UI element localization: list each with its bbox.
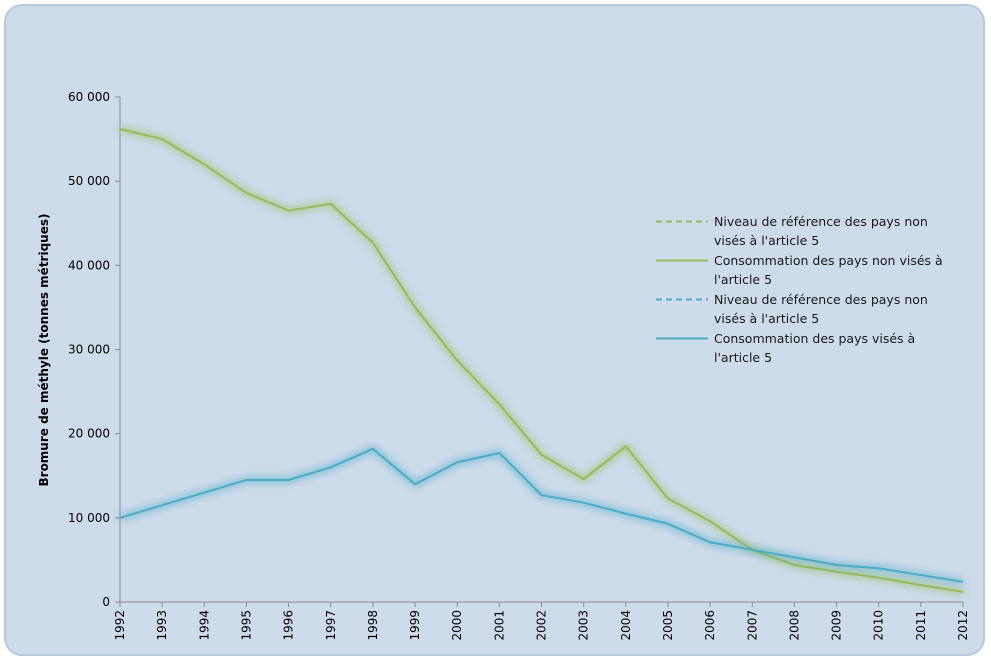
x-tick-label: 2000: [450, 610, 464, 641]
legend-item: Consommation des pays non visés à l'arti…: [652, 251, 952, 289]
x-tick-label: 2009: [830, 610, 844, 641]
legend-item: Niveau de référence des pays non visés à…: [652, 212, 952, 250]
y-tick-label: 10 000: [68, 511, 110, 525]
x-tick-label: 1996: [282, 610, 296, 641]
x-tick-label: 1998: [366, 610, 380, 641]
y-tick-label: 30 000: [68, 343, 110, 357]
x-tick-label: 2005: [661, 610, 675, 641]
legend: Niveau de référence des pays non visés à…: [652, 212, 952, 368]
x-tick-label: 1993: [155, 610, 169, 641]
x-tick-label: 1997: [324, 610, 338, 641]
x-tick-label: 2003: [577, 610, 591, 641]
x-tick-label: 1999: [408, 610, 422, 641]
legend-swatch: [656, 220, 708, 223]
x-tick-label: 1995: [239, 610, 253, 641]
y-axis-label: Bromure de méthyle (tonnes métriques): [37, 214, 51, 487]
y-tick-label: 50 000: [68, 174, 110, 188]
x-tick-label: 2012: [956, 610, 970, 641]
x-tick-label: 2008: [787, 610, 801, 641]
legend-swatch: [656, 337, 708, 340]
x-tick-label: 2007: [745, 610, 759, 641]
x-tick-label: 2002: [535, 610, 549, 641]
x-tick-label: 2004: [619, 610, 633, 641]
legend-label: Niveau de référence des pays non visés à…: [714, 214, 928, 248]
legend-label: Consommation des pays visés à l'article …: [714, 331, 916, 365]
legend-swatch: [656, 298, 708, 301]
x-tick-label: 1992: [113, 610, 127, 641]
chart-panel: [4, 4, 985, 656]
y-tick-label: 60 000: [68, 90, 110, 104]
legend-label: Niveau de référence des pays non visés à…: [714, 292, 928, 326]
y-tick-label: 20 000: [68, 427, 110, 441]
x-tick-label: 1994: [197, 610, 211, 641]
x-tick-label: 2011: [914, 610, 928, 641]
x-tick-label: 2001: [492, 610, 506, 641]
x-tick-label: 2006: [703, 610, 717, 641]
x-tick-label: 2010: [872, 610, 886, 641]
y-tick-label: 0: [102, 595, 110, 609]
legend-swatch: [656, 259, 708, 262]
legend-label: Consommation des pays non visés à l'arti…: [714, 253, 943, 287]
y-tick-label: 40 000: [68, 258, 110, 272]
data-line: [119, 128, 964, 593]
legend-item: Consommation des pays visés à l'article …: [652, 329, 952, 367]
legend-item: Niveau de référence des pays non visés à…: [652, 290, 952, 328]
data-line: [119, 447, 964, 583]
